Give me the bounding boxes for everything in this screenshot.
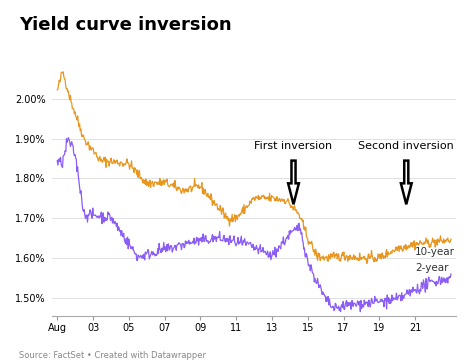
Text: 10-year: 10-year	[415, 247, 455, 257]
Text: First inversion: First inversion	[255, 142, 333, 151]
Text: Yield curve inversion: Yield curve inversion	[19, 17, 232, 34]
Polygon shape	[401, 161, 411, 204]
Polygon shape	[288, 161, 299, 204]
Text: Source: FactSet • Created with Datawrapper: Source: FactSet • Created with Datawrapp…	[19, 351, 206, 360]
Text: Second inversion: Second inversion	[358, 142, 454, 151]
Text: 2-year: 2-year	[415, 263, 449, 273]
